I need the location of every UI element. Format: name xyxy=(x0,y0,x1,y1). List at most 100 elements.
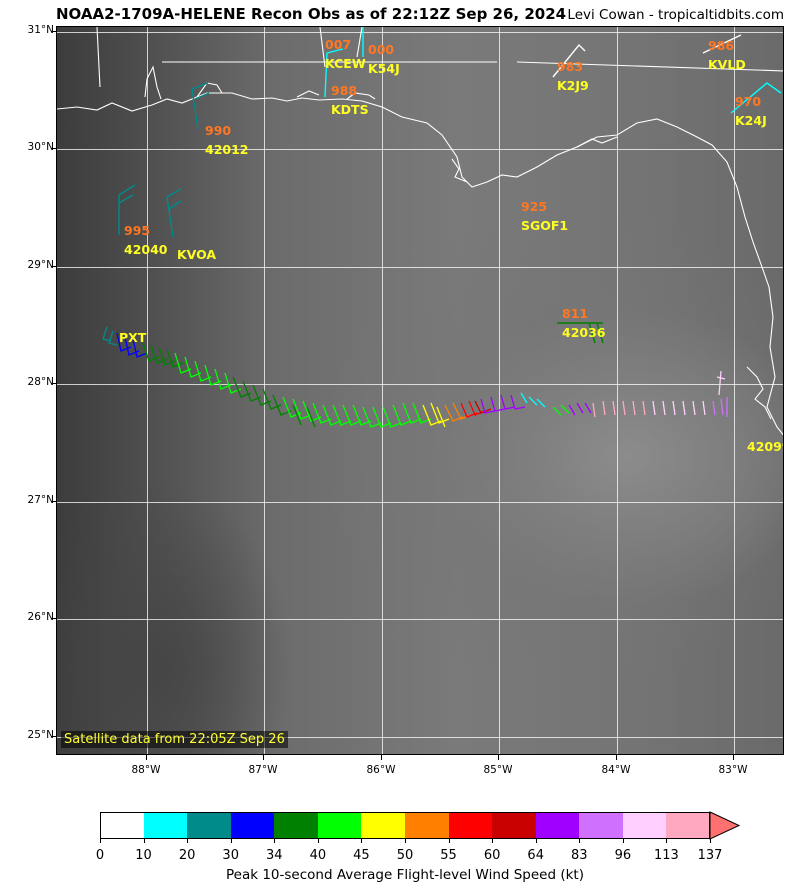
station-name: PXT xyxy=(119,330,147,345)
station-sgof1[interactable]: 925 SGOF1 xyxy=(521,199,568,233)
lat-tick-25: 25°N xyxy=(27,729,54,741)
lat-tick-26: 26°N xyxy=(27,611,54,623)
river-lines xyxy=(319,27,363,68)
colorbar-tick-mark xyxy=(187,839,189,843)
station-k24j[interactable]: 970 K24J xyxy=(735,94,767,128)
station-pressure: 811 xyxy=(562,306,589,321)
station-name: KVLD xyxy=(708,57,746,72)
gridline xyxy=(57,502,783,503)
lon-tickmark xyxy=(263,755,264,760)
colorbar-tick-label: 30 xyxy=(222,848,239,863)
station-pressure: 007 xyxy=(325,37,352,52)
colorbar-segment xyxy=(666,812,710,839)
colorbar-tick-mark xyxy=(361,839,363,843)
colorbar-segment xyxy=(361,812,405,839)
lon-tick-85: 85°W xyxy=(483,764,513,776)
colorbar-segment xyxy=(404,812,449,839)
station-42036[interactable]: 811 42036 xyxy=(562,306,606,340)
lon-tick-87: 87°W xyxy=(248,764,278,776)
colorbar-label: Peak 10-second Average Flight-level Wind… xyxy=(226,867,584,883)
lon-tick-86: 86°W xyxy=(366,764,396,776)
colorbar-tick-label: 20 xyxy=(178,848,196,863)
station-k2j9[interactable]: 983 K2J9 xyxy=(557,59,589,93)
gridline xyxy=(57,384,783,385)
station-pressure: 995 xyxy=(124,223,151,238)
gridline xyxy=(57,149,783,150)
colorbar-extend-triangle xyxy=(709,811,741,840)
lat-tickmark xyxy=(51,266,56,267)
apalachicola-coast xyxy=(451,158,468,183)
lat-tickmark xyxy=(51,31,56,32)
tampa-bay xyxy=(746,366,772,420)
colorbar-tick-mark xyxy=(579,839,581,843)
colorbar-tick-mark xyxy=(143,839,145,843)
station-42040[interactable]: 995 42040 xyxy=(124,223,168,257)
colorbar-segment xyxy=(230,812,275,839)
colorbar-segment xyxy=(535,812,580,839)
station-kvoa[interactable]: KVOA xyxy=(177,243,216,262)
colorbar-extend-arrow xyxy=(709,811,741,840)
credit-text: Levi Cowan - tropicaltidbits.com xyxy=(567,7,784,23)
gridline xyxy=(499,27,500,754)
colorbar xyxy=(100,812,710,839)
station-kdts[interactable]: 988 KDTS xyxy=(331,83,369,117)
station-k54j[interactable]: 000 K54J xyxy=(368,42,400,76)
station-pxt[interactable]: PXT xyxy=(119,326,146,345)
gridline xyxy=(147,27,148,754)
station-kcew[interactable]: 007 KCEW xyxy=(325,37,366,71)
colorbar-segment xyxy=(448,812,493,839)
lon-tick-88: 88°W xyxy=(131,764,161,776)
colorbar-segment xyxy=(274,812,318,839)
lat-tick-27: 27°N xyxy=(27,494,54,506)
figure-title: NOAA2-1709A-HELENE Recon Obs as of 22:12… xyxy=(56,5,567,23)
colorbar-tick-mark xyxy=(448,839,450,843)
flight-track-barbs xyxy=(102,27,782,428)
gridline xyxy=(734,27,735,754)
colorbar-tick-label: 113 xyxy=(654,848,679,863)
colorbar-tick-mark xyxy=(274,839,276,843)
lon-tickmark xyxy=(498,755,499,760)
colorbar-tick-label: 10 xyxy=(135,848,152,863)
lat-tickmark xyxy=(51,383,56,384)
colorbar-tick-label: 64 xyxy=(527,848,544,863)
station-name: 42036 xyxy=(562,325,606,340)
lat-tickmark xyxy=(51,618,56,619)
lat-tick-28: 28°N xyxy=(27,376,54,388)
colorbar-tick-label: 40 xyxy=(309,848,327,863)
colorbar-tick-label: 50 xyxy=(396,848,414,863)
gridline xyxy=(57,737,783,738)
station-name: KCEW xyxy=(325,56,366,71)
station-kvld[interactable]: 986 KVLD xyxy=(708,38,746,72)
gridline xyxy=(617,27,618,754)
lon-tickmark xyxy=(616,755,617,760)
satellite-map[interactable]: 007 KCEW 000 K54J 988 KDTS 983 K2J9 986 … xyxy=(56,26,784,755)
colorbar-segment xyxy=(317,812,362,839)
colorbar-tick-mark xyxy=(666,839,668,843)
pensacola-bays xyxy=(196,82,376,100)
gulf-coastline xyxy=(57,92,783,436)
colorbar-tick-label: 83 xyxy=(571,848,588,863)
colorbar-segment xyxy=(143,812,188,839)
gridline xyxy=(382,27,383,754)
station-name: 42099 xyxy=(747,439,783,454)
station-42099[interactable]: 42099 xyxy=(747,435,783,454)
station-42012[interactable]: 990 42012 xyxy=(205,123,249,157)
station-name: K2J9 xyxy=(557,78,589,93)
lat-tickmark xyxy=(51,736,56,737)
colorbar-tick-label: 60 xyxy=(483,848,501,863)
gridline xyxy=(57,32,783,33)
lat-tickmark xyxy=(51,501,56,502)
lon-tick-84: 84°W xyxy=(601,764,631,776)
colorbar-tick-mark xyxy=(405,839,406,843)
colorbar-tick-mark xyxy=(100,839,101,843)
lat-tick-30: 30°N xyxy=(27,141,54,153)
station-name: SGOF1 xyxy=(521,218,569,233)
station-name: K54J xyxy=(368,61,400,76)
lon-tickmark xyxy=(146,755,147,760)
colorbar-segment xyxy=(622,812,667,839)
colorbar-tick-mark xyxy=(230,839,232,843)
station-name: KVOA xyxy=(177,247,217,262)
colorbar-segment xyxy=(492,812,536,839)
station-pressure: 986 xyxy=(708,38,735,53)
colorbar-tick-mark xyxy=(622,839,624,843)
